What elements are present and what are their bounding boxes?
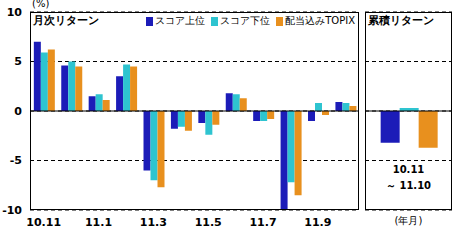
svg-text:10.11: 10.11: [26, 216, 61, 229]
svg-text:11.5: 11.5: [195, 216, 222, 229]
html-text:(年月): (年月): [394, 215, 423, 226]
svg-text:0: 0: [14, 105, 22, 118]
svg-text:-5: -5: [10, 154, 22, 167]
svg-text:11.9: 11.9: [304, 216, 331, 229]
html-text:配当込みTOPIX: 配当込みTOPIX: [285, 15, 355, 26]
html-text:スコア下位: スコア下位: [220, 15, 271, 26]
svg-text:10: 10: [8, 6, 22, 19]
html-text:10.11: 10.11: [392, 164, 425, 176]
svg-text:11.7: 11.7: [249, 216, 276, 229]
html-text:月次リターン: 月次リターン: [33, 14, 99, 27]
svg-text:5: 5: [14, 55, 22, 68]
svg-text:11.1: 11.1: [85, 216, 112, 229]
html-text:累積リターン: 累積リターン: [368, 14, 434, 27]
html-text:スコア上位: スコア上位: [155, 15, 206, 26]
svg-text:11.3: 11.3: [140, 216, 167, 229]
svg-text:-10: -10: [8, 204, 22, 217]
html-text:～ 11.10: ～ 11.10: [385, 180, 432, 192]
